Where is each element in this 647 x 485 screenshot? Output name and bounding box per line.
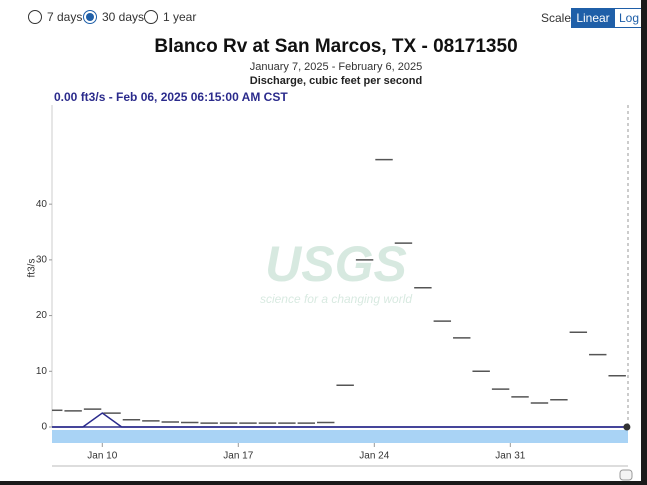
watermark: USGS science for a changing world	[260, 236, 412, 306]
scale-linear[interactable]: Linear	[571, 8, 615, 28]
y-tick-label: 10	[36, 366, 48, 377]
period-30[interactable]: 30 days	[83, 10, 144, 24]
period-1y[interactable]: 1 year	[144, 10, 196, 24]
radio[interactable]	[83, 10, 97, 24]
period-label[interactable]: 1 year	[163, 10, 197, 24]
x-tick-label: Jan 31	[495, 451, 525, 462]
current-point	[623, 423, 631, 431]
tooltip: 0.00 ft3/s - Feb 06, 2025 06:15:00 AM CS…	[54, 90, 288, 104]
below-zero-band	[52, 430, 628, 443]
chart-description: Discharge, cubic feet per second	[250, 75, 422, 87]
y-tick-label: 30	[36, 255, 48, 266]
period-label[interactable]: 30 days	[102, 10, 145, 24]
x-tick-label: Jan 10	[87, 451, 117, 462]
y-tick-label: 20	[36, 310, 48, 321]
period-label[interactable]: 7 days	[47, 10, 83, 24]
y-axis-label: ft3/s	[27, 259, 38, 278]
scale-label: Scale	[541, 11, 572, 25]
range-handle[interactable]	[619, 469, 633, 481]
radio[interactable]	[28, 10, 42, 24]
watermark-tagline: science for a changing world	[260, 292, 412, 306]
radio[interactable]	[144, 10, 158, 24]
chart-title: Blanco Rv at San Marcos, TX - 08171350	[154, 36, 517, 57]
x-tick-label: Jan 24	[359, 451, 389, 462]
scale-log[interactable]: Log	[614, 8, 641, 28]
instant-line	[52, 412, 627, 428]
x-tick-label: Jan 17	[223, 451, 253, 462]
y-tick-label: 0	[41, 422, 47, 433]
chart-subtitle: January 7, 2025 - February 6, 2025	[250, 61, 422, 73]
y-tick-label: 40	[36, 199, 48, 210]
period-7[interactable]: 7 days	[28, 10, 82, 24]
watermark-logo: USGS	[265, 236, 407, 292]
